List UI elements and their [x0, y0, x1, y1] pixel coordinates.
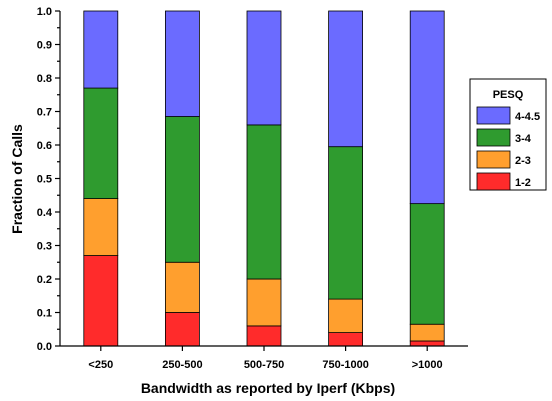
legend-title: PESQ — [493, 89, 524, 101]
bar-segment — [164, 312, 200, 347]
bar-segment — [409, 340, 445, 347]
y-tick-label: 0.8 — [37, 73, 52, 85]
bar-segment — [83, 255, 119, 347]
y-tick-label: 0.2 — [37, 274, 52, 286]
legend-swatch — [476, 150, 511, 169]
bar-segment — [409, 10, 445, 205]
x-tick-label: 500-750 — [244, 359, 284, 371]
x-tick-label: >1000 — [412, 359, 443, 371]
y-tick-label: 0.9 — [37, 40, 52, 52]
bar-segment — [409, 203, 445, 325]
y-tick-label: 0.6 — [37, 140, 52, 152]
legend: PESQ 4-4.5 3-4 2-3 1-2 — [469, 78, 547, 191]
bar-segment — [328, 298, 364, 334]
x-axis-title: Bandwidth as reported by Iperf (Kbps) — [141, 380, 395, 396]
legend-label: 3-4 — [515, 133, 532, 145]
bar-segment — [246, 325, 282, 347]
x-axis-ticks: <250 250-500 500-750 750-1000 >1000 — [88, 346, 443, 371]
y-axis-title: Fraction of Calls — [9, 124, 25, 234]
legend-label: 1-2 — [515, 177, 531, 189]
bar-segment — [328, 332, 364, 347]
bar-segment — [83, 10, 119, 89]
bar-segment — [164, 116, 200, 263]
bar-segment — [409, 323, 445, 342]
y-axis-ticks: 0.0 0.1 0.2 0.3 0.4 0.5 0.6 0.7 0.8 0.9 1.0 — [37, 6, 60, 353]
y-tick-label: 0.5 — [37, 174, 52, 186]
bar-segment — [83, 198, 119, 256]
y-tick-label: 0.0 — [37, 341, 52, 353]
legend-swatch — [476, 128, 511, 147]
bar-segment — [164, 10, 200, 117]
bar-segment — [83, 87, 119, 200]
legend-items: 4-4.5 3-4 2-3 1-2 — [476, 106, 540, 191]
legend-label: 2-3 — [515, 155, 531, 167]
bar-segment — [246, 278, 282, 327]
y-tick-label: 0.4 — [37, 207, 53, 219]
bar-segment — [164, 261, 200, 313]
bar-segment — [328, 10, 364, 148]
x-tick-label: 750-1000 — [322, 359, 369, 371]
bar-segments — [83, 10, 445, 347]
bar-segment — [246, 10, 282, 126]
y-tick-label: 0.7 — [37, 107, 52, 119]
x-tick-label: <250 — [88, 359, 113, 371]
bar-segment — [328, 146, 364, 300]
x-tick-label: 250-500 — [162, 359, 202, 371]
y-tick-label: 1.0 — [37, 6, 52, 18]
legend-swatch — [476, 172, 511, 191]
y-tick-label: 0.3 — [37, 241, 52, 253]
legend-swatch — [476, 106, 511, 125]
legend-label: 4-4.5 — [515, 111, 540, 123]
y-tick-label: 0.1 — [37, 308, 52, 320]
bar-segment — [246, 124, 282, 280]
